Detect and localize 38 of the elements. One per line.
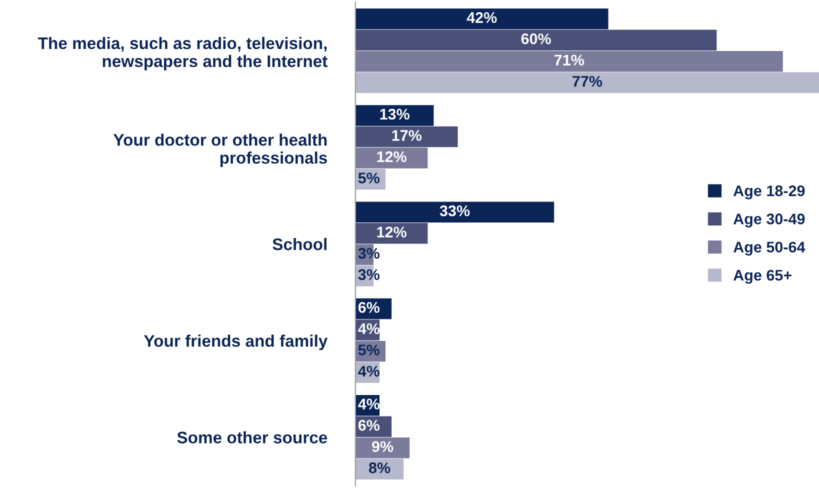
data-label: 5% <box>358 344 380 356</box>
data-label: 6% <box>358 420 380 431</box>
data-label: 13% <box>380 108 410 120</box>
data-label: 4% <box>358 398 380 410</box>
data-label: 60% <box>521 33 551 44</box>
data-label: 12% <box>377 226 406 238</box>
legend-label: Age 18-29 <box>733 185 805 200</box>
bar <box>355 126 458 148</box>
bar <box>355 148 428 168</box>
legend-label: Age 30-49 <box>733 214 805 228</box>
data-label: 17% <box>392 130 422 141</box>
data-label: 33% <box>440 205 470 216</box>
data-label: 5% <box>358 172 380 184</box>
y-tick-label: School <box>272 238 326 250</box>
data-label: 3% <box>358 269 380 280</box>
data-label: 12% <box>377 151 406 162</box>
bar <box>355 437 410 458</box>
bar <box>355 50 783 72</box>
data-label: 4% <box>358 366 380 377</box>
legend-label: Age 65+ <box>733 270 792 284</box>
bar <box>355 105 434 126</box>
y-tick-label: The media, such as radio, television, newspapers and the Internet <box>38 36 328 70</box>
data-label: 8% <box>368 462 390 474</box>
y-tick-label: Some other source <box>177 431 328 444</box>
bar <box>355 222 428 244</box>
data-label: 77% <box>572 76 602 87</box>
data-label: 4% <box>358 323 380 334</box>
bar <box>355 8 608 30</box>
legend-label: Age 50-64 <box>733 242 806 256</box>
y-tick-label: Your doctor or other health professionals <box>113 134 327 168</box>
data-label: 71% <box>554 54 584 66</box>
bar <box>355 202 554 223</box>
data-label: 42% <box>466 12 497 23</box>
bar <box>355 72 819 94</box>
data-label: 9% <box>372 441 394 452</box>
bar <box>355 30 717 51</box>
y-tick-label: Your friends and family <box>144 334 328 350</box>
data-label: 6% <box>358 302 380 313</box>
